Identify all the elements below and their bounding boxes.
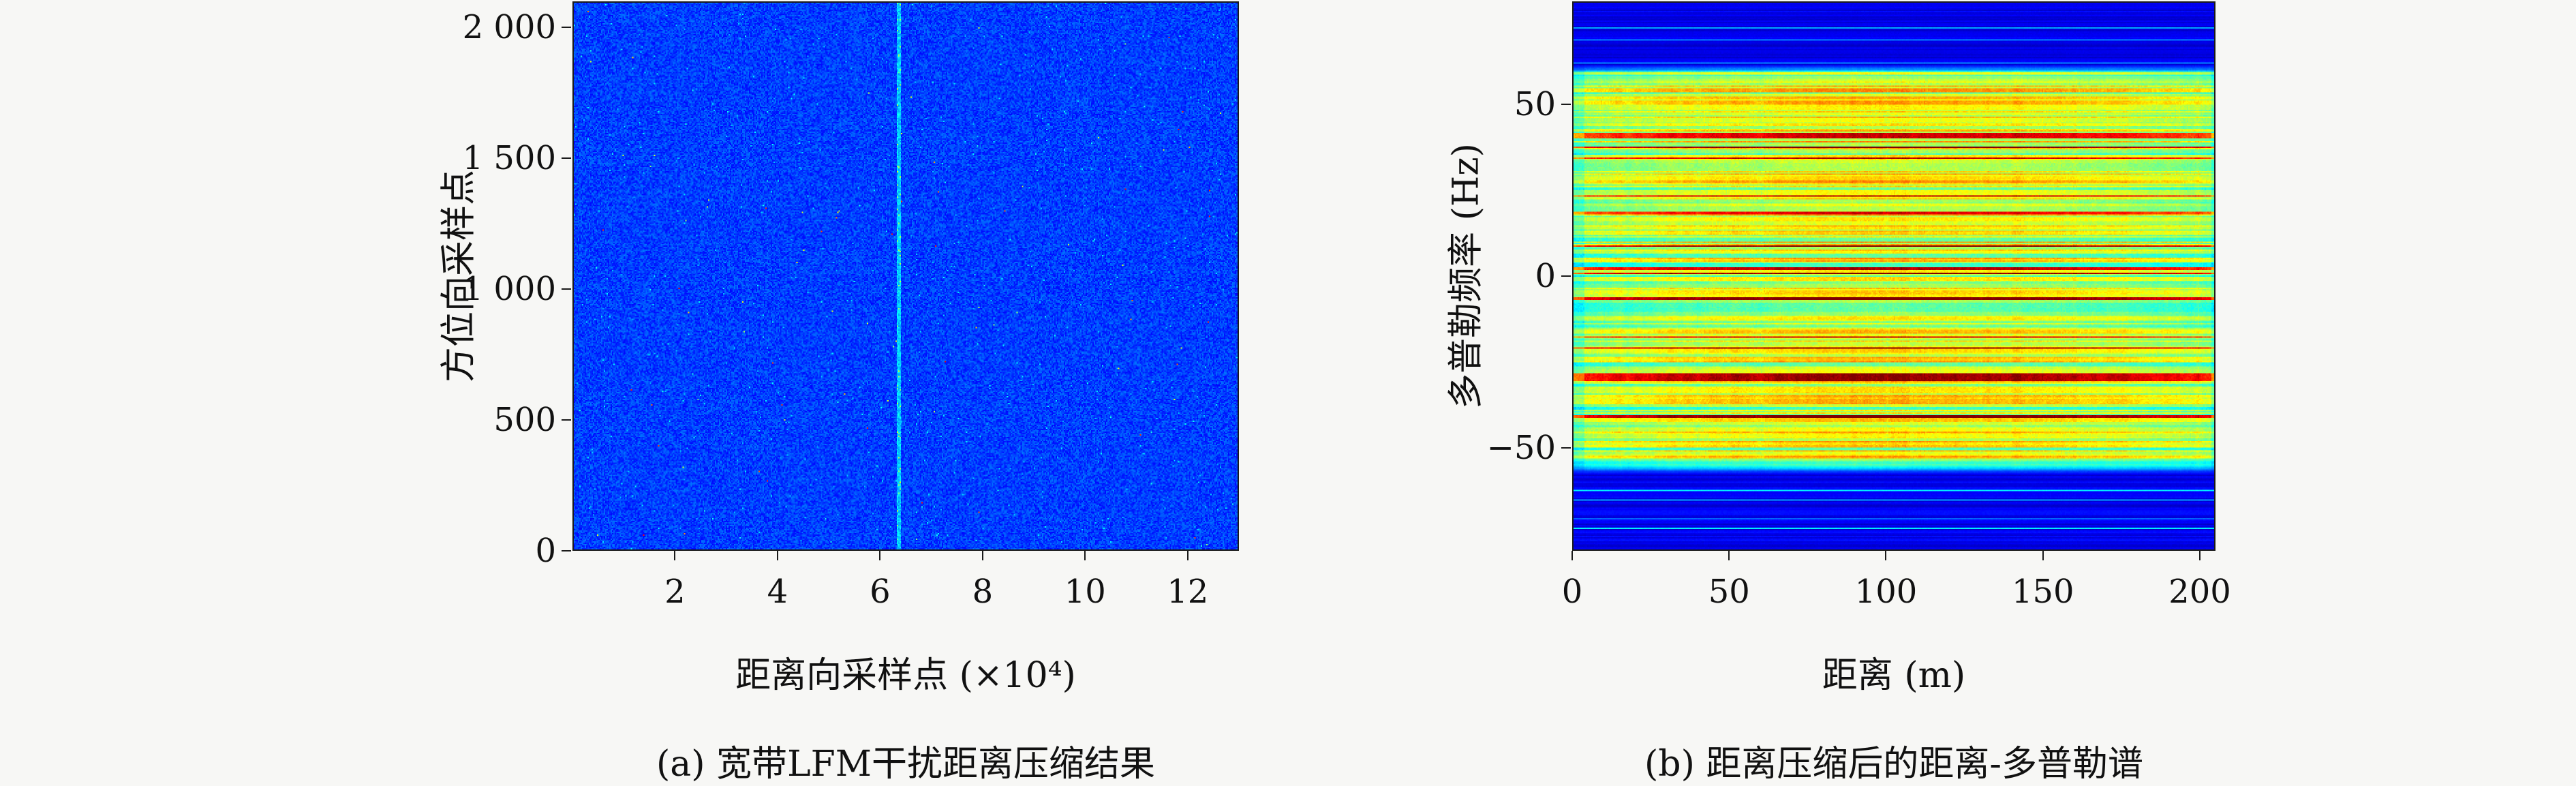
x-axis-label-a: 距离向采样点 (×10⁴): [735, 655, 1076, 696]
subfigure-caption-b: (b) 距离压缩后的距离-多普勒谱: [1644, 744, 2143, 785]
x-tick-label: 200: [2168, 573, 2231, 611]
x-axis-label-b: 距离 (m): [1822, 655, 1966, 696]
y-tick-mark: [562, 288, 571, 290]
x-tick-label: 10: [1064, 573, 1106, 611]
y-tick-mark: [562, 550, 571, 551]
x-tick-mark: [1084, 551, 1086, 560]
x-tick-label: 2: [664, 573, 686, 611]
x-tick-label: 150: [2011, 573, 2074, 611]
heatmap-canvas-b: [1574, 3, 2214, 549]
y-tick-mark: [1561, 447, 1571, 449]
subfigure-caption-a: (a) 宽带LFM干扰距离压缩结果: [656, 744, 1155, 785]
heatmap-plot-b: [1572, 1, 2215, 551]
y-tick-mark: [562, 27, 571, 29]
x-tick-label: 100: [1854, 573, 1918, 611]
x-tick-label: 6: [870, 573, 891, 611]
x-tick-mark: [981, 551, 983, 560]
y-tick-label: 0: [535, 532, 556, 570]
y-axis-label-b: 多普勒频率 (Hz): [1445, 143, 1487, 409]
x-tick-mark: [1186, 551, 1189, 560]
y-tick-mark: [562, 419, 571, 421]
y-tick-mark: [562, 157, 571, 160]
x-tick-mark: [1885, 551, 1887, 560]
heatmap-canvas-a: [574, 3, 1238, 549]
x-tick-mark: [776, 551, 778, 560]
y-tick-label: 500: [493, 401, 556, 440]
x-tick-label: 8: [972, 573, 994, 611]
x-tick-label: 0: [1561, 573, 1583, 611]
x-tick-mark: [674, 551, 676, 560]
y-tick-label: 1 000: [462, 270, 556, 309]
y-tick-label: 50: [1514, 85, 1556, 124]
y-tick-label: 1 500: [462, 139, 556, 178]
y-tick-label: 0: [1535, 257, 1556, 295]
x-tick-label: 50: [1708, 573, 1750, 611]
x-tick-mark: [2198, 551, 2201, 560]
x-tick-mark: [2042, 551, 2044, 560]
y-tick-mark: [1561, 104, 1571, 106]
x-tick-mark: [1571, 551, 1573, 560]
heatmap-plot-a: [572, 1, 1239, 551]
x-tick-mark: [879, 551, 881, 560]
y-tick-label: 2 000: [462, 8, 556, 47]
x-tick-mark: [1728, 551, 1730, 560]
y-tick-mark: [1561, 275, 1571, 277]
x-tick-label: 12: [1167, 573, 1209, 611]
x-tick-label: 4: [767, 573, 788, 611]
y-tick-label: −50: [1486, 428, 1556, 467]
